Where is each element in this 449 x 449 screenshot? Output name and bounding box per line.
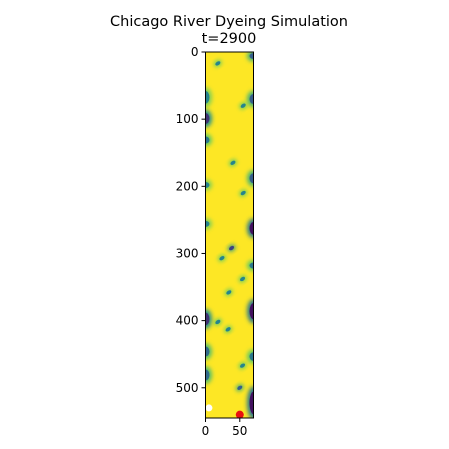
chart-subtitle: t=2900 [202, 31, 257, 47]
edge-band-left [205, 133, 212, 147]
edge-band-right [247, 349, 254, 364]
dye-blob [218, 254, 226, 262]
dye-blob [239, 102, 248, 110]
dye-blob [227, 244, 236, 252]
edge-band-right [247, 170, 254, 187]
edge-band-left [205, 343, 212, 360]
chart-title: Chicago River Dyeing Simulation [110, 14, 348, 30]
dye-blob [239, 189, 248, 197]
dye-blob [213, 59, 222, 67]
dye-blob [213, 318, 222, 326]
y-axis: 0 100 200 300 400 500 [176, 45, 206, 395]
dye-blob [235, 384, 244, 392]
dye-blob [238, 362, 247, 370]
edge-band-left [205, 179, 212, 191]
y-tick-label: 400 [176, 314, 199, 328]
source-marker-red [235, 410, 244, 419]
source-markers [205, 404, 244, 419]
edge-band-right [247, 298, 254, 324]
edge-band-left [205, 218, 212, 230]
y-tick-label: 500 [176, 381, 199, 395]
source-marker-white [205, 404, 213, 412]
y-tick-label: 0 [191, 45, 199, 59]
edge-band-right [247, 218, 254, 239]
x-tick-label: 0 [202, 424, 210, 438]
edge-band-left [205, 309, 212, 329]
y-tick-label: 200 [176, 179, 199, 193]
plot-frame [205, 51, 254, 419]
y-tick-label: 300 [176, 246, 199, 260]
heatmap-features [205, 52, 254, 418]
edge-band-right [247, 90, 254, 108]
edge-band-right [247, 386, 254, 418]
x-tick-label: 50 [232, 424, 247, 438]
edge-band-right [247, 52, 254, 62]
dye-blob [229, 159, 237, 167]
edge-band-left [205, 109, 212, 128]
dye-blob [238, 275, 247, 283]
heatmap-background [205, 52, 254, 418]
edge-band-left [205, 366, 212, 384]
dye-blob [224, 288, 233, 296]
edge-band-right [247, 260, 254, 272]
edge-band-left [205, 87, 212, 108]
x-axis: 0 50 [202, 418, 247, 438]
dye-blob [224, 325, 232, 333]
y-tick-label: 100 [176, 112, 199, 126]
